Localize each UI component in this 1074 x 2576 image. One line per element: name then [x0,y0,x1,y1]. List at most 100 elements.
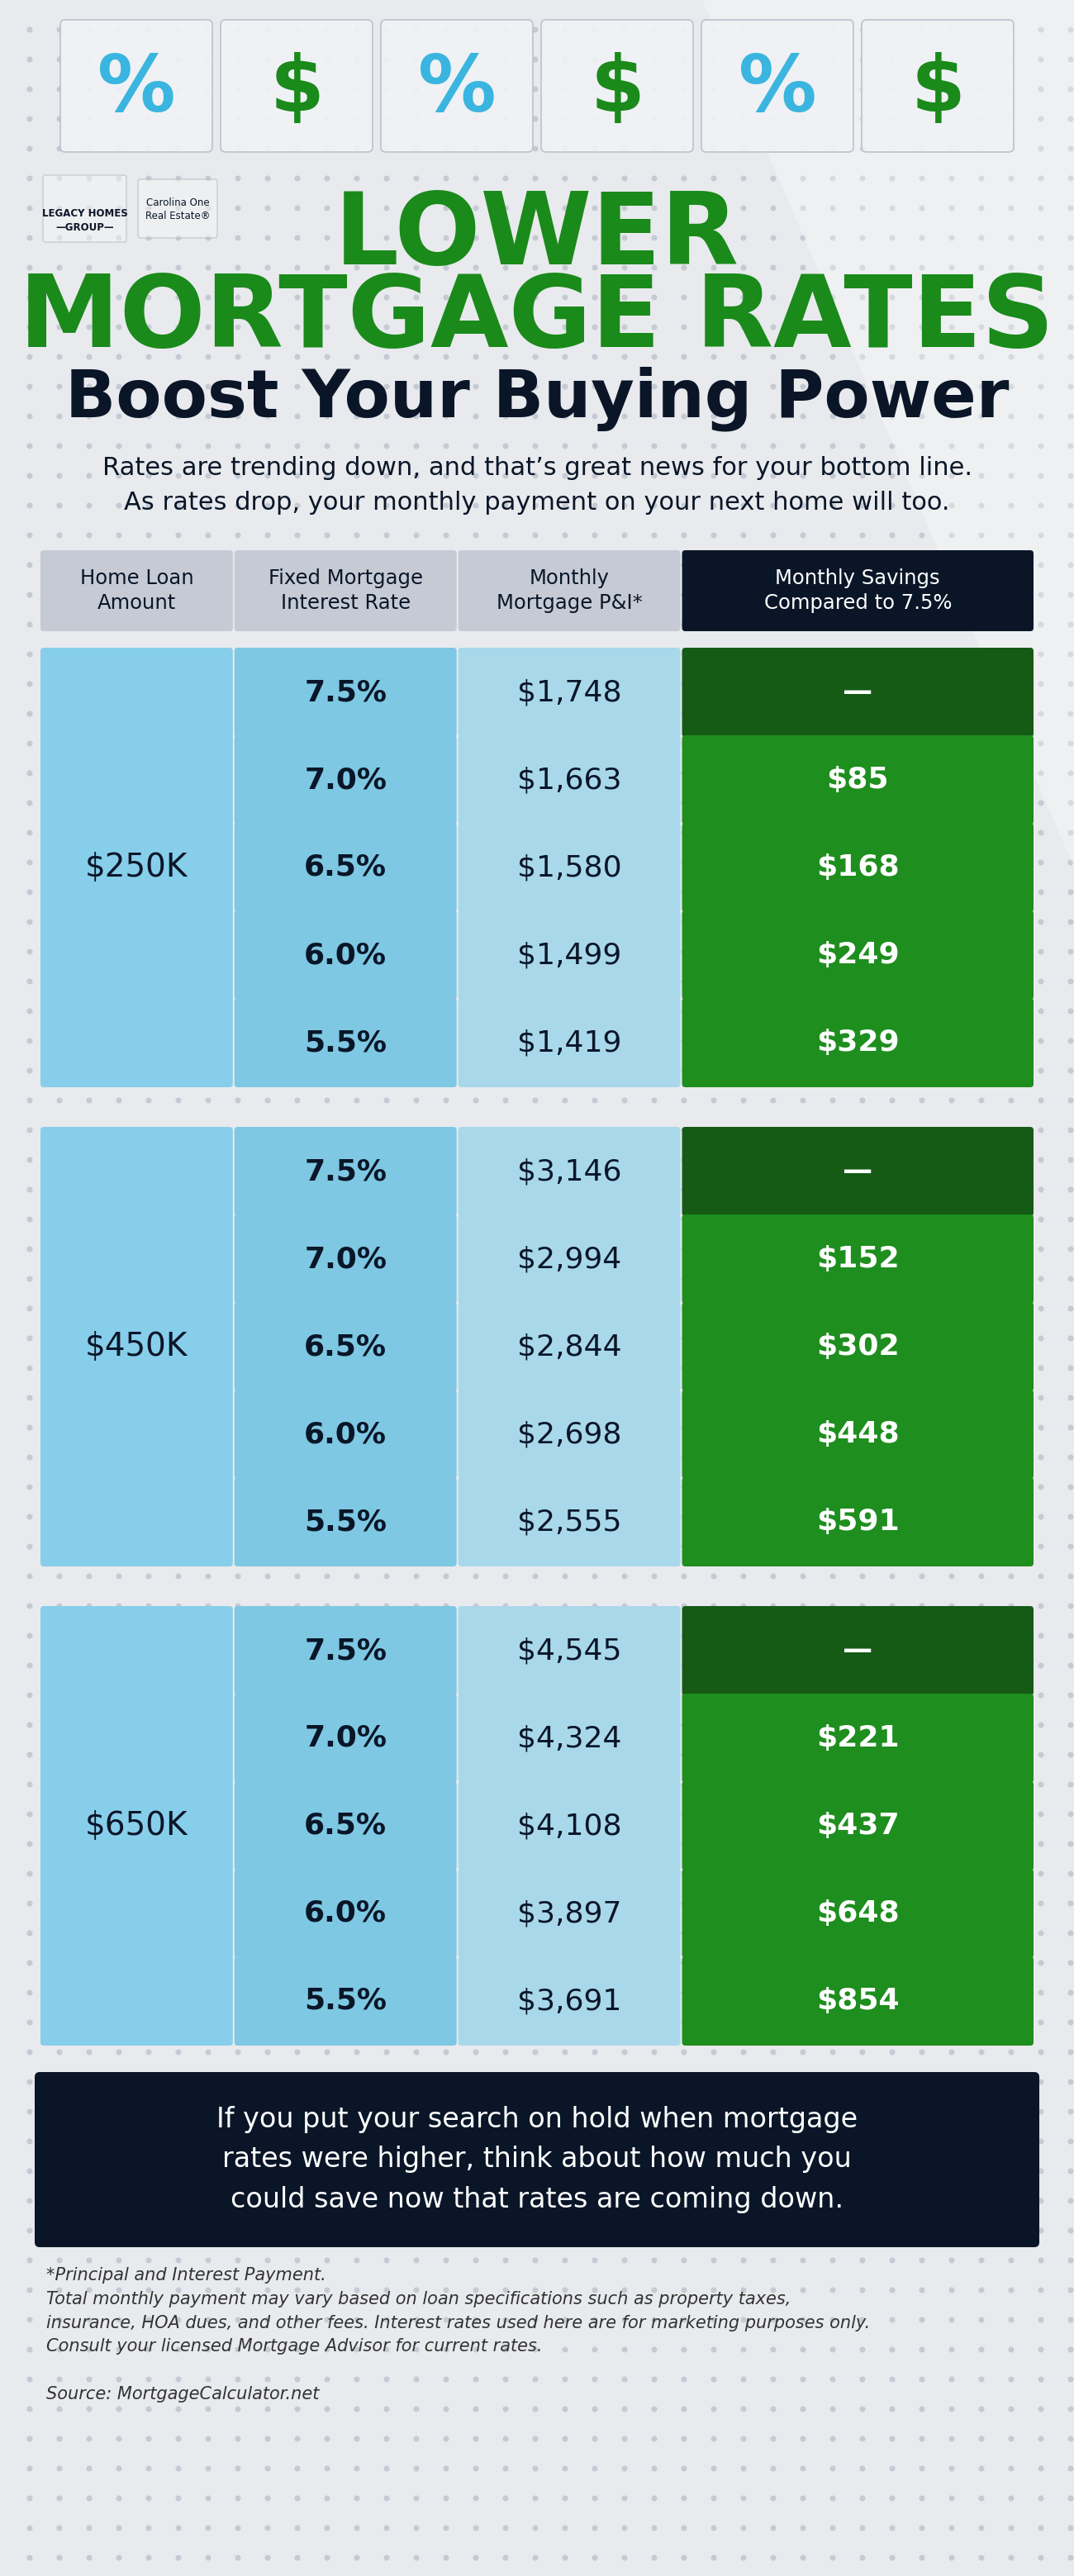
Circle shape [711,2020,716,2025]
Circle shape [919,1574,925,1579]
Circle shape [206,1605,211,1607]
Circle shape [890,1605,895,1607]
Circle shape [741,1455,745,1461]
Circle shape [593,2437,597,2442]
Circle shape [265,979,270,984]
Circle shape [979,474,984,479]
Circle shape [711,920,716,925]
Circle shape [265,1306,270,1311]
Circle shape [57,1069,62,1074]
Circle shape [206,1365,211,1370]
Circle shape [1069,2318,1073,2321]
Text: $85: $85 [827,765,889,793]
Circle shape [265,2169,270,2174]
Circle shape [801,2138,806,2143]
Circle shape [622,1723,627,1728]
Circle shape [295,2318,300,2321]
Circle shape [741,742,745,747]
Circle shape [979,829,984,835]
Circle shape [57,920,62,925]
Circle shape [324,296,330,299]
Circle shape [28,742,32,747]
Text: %: % [98,52,175,129]
Circle shape [860,443,865,448]
Circle shape [771,562,775,567]
Circle shape [206,474,211,479]
Circle shape [830,2527,836,2530]
Circle shape [354,1097,359,1103]
Circle shape [57,384,62,389]
Circle shape [176,443,180,448]
Circle shape [652,1097,656,1103]
Circle shape [563,683,567,685]
Text: $152: $152 [816,1244,899,1273]
Circle shape [1008,2197,1014,2202]
Circle shape [384,2228,389,2233]
FancyBboxPatch shape [682,1476,1033,1566]
Circle shape [979,1216,984,1221]
Circle shape [474,2437,478,2442]
Circle shape [563,2555,567,2561]
Circle shape [711,2259,716,2262]
Text: MORTGAGE RATES: MORTGAGE RATES [19,270,1055,368]
Circle shape [741,2110,745,2115]
Circle shape [504,1932,508,1935]
Circle shape [771,1337,775,1340]
Circle shape [415,860,419,866]
Circle shape [801,2555,806,2561]
Circle shape [830,1991,836,1994]
Circle shape [652,533,656,538]
Circle shape [384,533,389,538]
Circle shape [1008,1337,1014,1340]
Circle shape [593,1811,597,1816]
Circle shape [87,860,91,866]
Circle shape [504,860,508,866]
Circle shape [741,1396,745,1401]
Circle shape [711,951,716,953]
Circle shape [504,2197,508,2202]
Circle shape [28,57,32,62]
Circle shape [235,1932,241,1935]
Circle shape [87,1038,91,1043]
Circle shape [593,2079,597,2084]
Circle shape [771,206,775,211]
Circle shape [117,979,121,984]
Circle shape [295,1842,300,1847]
Circle shape [1039,1543,1043,1548]
Circle shape [801,57,806,62]
Circle shape [682,1991,686,1994]
Circle shape [384,415,389,420]
Circle shape [504,1337,508,1340]
Circle shape [354,1157,359,1162]
Circle shape [1039,2527,1043,2530]
Circle shape [682,592,686,598]
Circle shape [504,889,508,894]
Circle shape [384,951,389,953]
Circle shape [295,1365,300,1370]
FancyBboxPatch shape [682,1213,1033,1303]
Circle shape [860,1306,865,1311]
Circle shape [1008,2169,1014,2174]
Circle shape [504,2079,508,2084]
Circle shape [1008,88,1014,93]
Circle shape [235,683,241,685]
Circle shape [919,2465,925,2470]
Circle shape [265,683,270,685]
Circle shape [146,355,151,358]
Circle shape [384,1455,389,1461]
Circle shape [771,1157,775,1162]
Circle shape [979,1842,984,1847]
Circle shape [324,2259,330,2262]
Circle shape [860,502,865,507]
Text: 7.5%: 7.5% [304,677,387,706]
Circle shape [622,770,627,775]
Circle shape [384,1188,389,1193]
Circle shape [504,1752,508,1757]
Circle shape [949,147,954,152]
Circle shape [1039,1038,1043,1043]
Circle shape [563,920,567,925]
Circle shape [444,1455,449,1461]
Circle shape [830,1038,836,1043]
Circle shape [1039,88,1043,93]
Circle shape [324,1128,330,1133]
